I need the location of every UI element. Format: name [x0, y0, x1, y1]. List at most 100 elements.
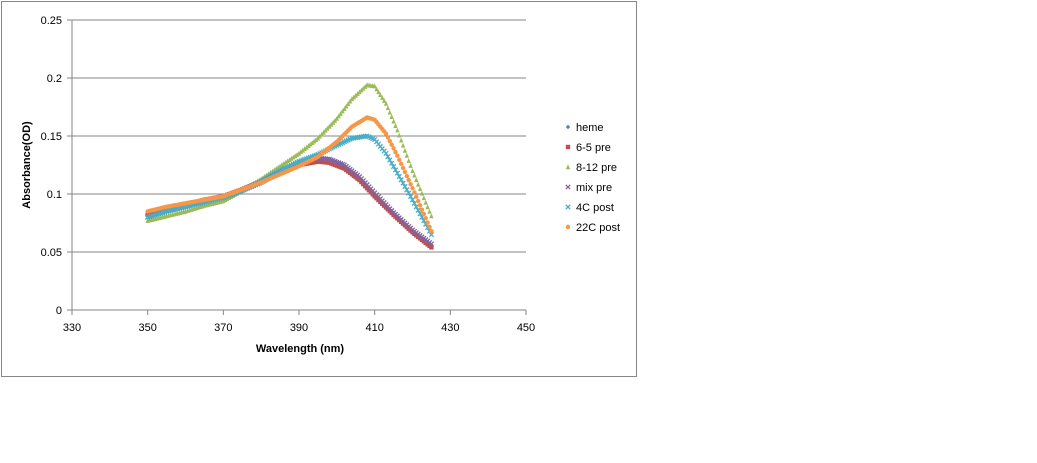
data-point [285, 158, 290, 164]
legend-label: 4C post [576, 202, 614, 214]
data-point [404, 173, 410, 179]
axis-layer: 0 0.05 0.1 0.15 0.2 0.25 330 350 370 390 410 430 450 [41, 15, 536, 334]
data-point [298, 149, 304, 155]
data-point [376, 89, 381, 95]
data-point [391, 146, 396, 151]
data-point [308, 141, 313, 147]
data-point [311, 138, 317, 144]
legend-item: 6-5 pre [565, 142, 611, 154]
legend-item: 8-12 pre [565, 162, 617, 174]
legend-marker [565, 224, 571, 230]
data-point [402, 183, 408, 190]
data-point [428, 241, 435, 247]
data-point [428, 231, 435, 238]
x-tick-label: 410 [365, 322, 383, 334]
data-point [294, 151, 300, 157]
data-point [429, 245, 434, 250]
data-point [387, 109, 392, 115]
data-point [398, 137, 404, 143]
legend-label: 8-12 pre [576, 162, 617, 174]
data-point [385, 135, 391, 140]
data-point [393, 149, 398, 155]
y-tick-label: 0.15 [41, 131, 62, 143]
data-point [400, 180, 406, 186]
data-point [410, 186, 415, 191]
data-point [404, 152, 410, 158]
x-tick-label: 450 [517, 322, 535, 334]
data-point [402, 147, 408, 153]
data-point [429, 228, 434, 234]
data-point [425, 220, 430, 225]
data-point [353, 92, 358, 98]
data-point [402, 169, 408, 175]
legend-item: mix pre [565, 182, 612, 194]
x-tick-label: 330 [63, 322, 81, 334]
data-point [408, 163, 413, 168]
data-point [413, 204, 419, 210]
data-point [361, 85, 366, 91]
data-point [283, 159, 288, 165]
data-point [363, 84, 368, 89]
data-point [390, 163, 397, 170]
series-5 [145, 115, 434, 234]
data-point [423, 199, 428, 205]
data-point [349, 96, 355, 102]
grid-layer [72, 19, 526, 253]
data-point [395, 127, 400, 133]
chart-frame [1, 1, 637, 377]
data-point [357, 89, 362, 95]
data-point [389, 114, 394, 120]
data-point [412, 172, 417, 178]
data-point [385, 154, 391, 160]
y-tick-label: 0.05 [41, 247, 62, 259]
data-point [378, 92, 383, 98]
data-point [313, 137, 319, 143]
legend-label: mix pre [576, 182, 612, 194]
x-tick-label: 350 [138, 322, 156, 334]
data-point [389, 160, 395, 166]
data-point [351, 94, 357, 100]
data-point [406, 157, 411, 163]
data-point [281, 160, 287, 166]
legend-label: 22C post [576, 222, 620, 234]
data-point [421, 211, 427, 217]
data-point [306, 143, 311, 149]
data-point [275, 164, 281, 170]
data-point [296, 150, 302, 156]
data-point [272, 167, 277, 173]
data-point [415, 181, 421, 187]
x-tick-label: 430 [441, 322, 459, 334]
data-point [310, 140, 315, 146]
data-point [425, 204, 430, 210]
data-point [302, 146, 307, 152]
data-point [387, 157, 393, 163]
data-point [342, 106, 347, 111]
y-tick-label: 0.2 [47, 73, 62, 85]
data-point [412, 190, 417, 195]
data-point [338, 110, 343, 116]
data-point [415, 207, 421, 213]
data-point [406, 190, 412, 196]
data-point [385, 105, 391, 111]
data-point [393, 123, 398, 128]
data-point [400, 142, 406, 148]
data-point [380, 95, 385, 100]
data-point [411, 200, 418, 206]
data-point [427, 224, 432, 230]
data-point [372, 83, 377, 89]
data-point [394, 170, 401, 176]
y-axis-title: Absorbance(OD) [21, 121, 33, 209]
legend-item: 4C post [565, 202, 614, 214]
data-point [340, 108, 345, 114]
legend-marker [565, 144, 571, 150]
data-point [398, 177, 404, 183]
legend-marker [565, 124, 571, 130]
data-point [414, 177, 419, 183]
x-axis-title: Wavelength (nm) [256, 343, 345, 355]
data-point [274, 166, 279, 171]
data-point [421, 195, 427, 201]
data-point [407, 193, 414, 200]
data-point [279, 162, 285, 168]
data-point [417, 186, 423, 192]
data-point [293, 153, 298, 159]
